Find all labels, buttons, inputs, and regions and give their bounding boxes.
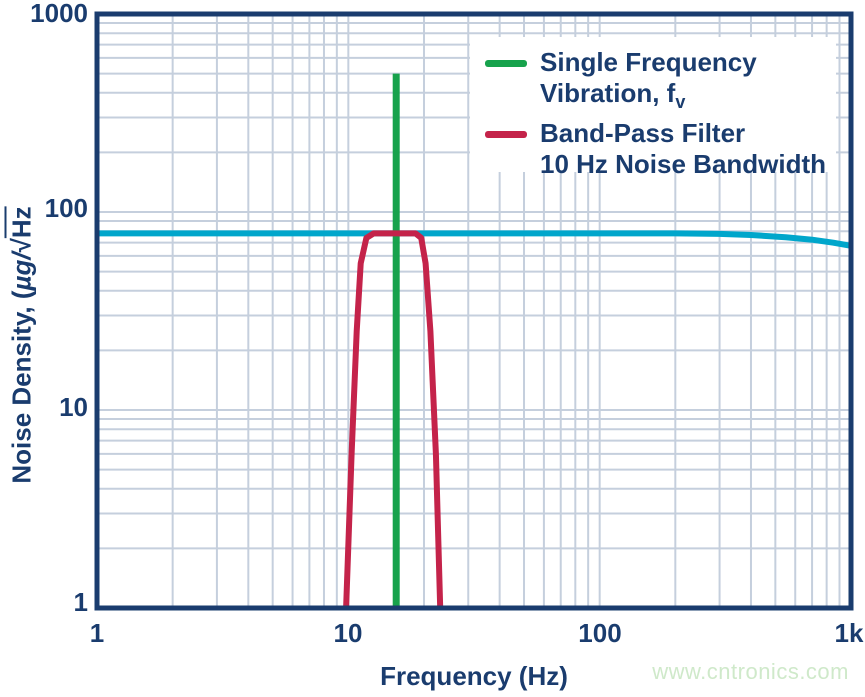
y-tick-10: 10 [59, 392, 88, 422]
green-line-swatch [485, 60, 527, 67]
legend-line: 10 Hz Noise Bandwidth [540, 149, 827, 180]
legend-item-band-pass: Band-Pass Filter 10 Hz Noise Bandwidth [485, 118, 836, 189]
y-axis-unit: µg/ [6, 252, 37, 291]
x-tick-1k: 1k [834, 618, 864, 648]
y-tick-1000: 1000 [30, 0, 88, 28]
plot-border [94, 11, 854, 611]
legend-item-single-frequency: Single Frequency Vibration, fv [485, 47, 836, 118]
y-tick-100: 100 [44, 193, 88, 223]
legend: Single Frequency Vibration, fv Band-Pass… [470, 37, 836, 179]
legend-line: Single Frequency [540, 47, 757, 77]
legend-label-single-frequency: Single Frequency Vibration, fv [540, 47, 757, 118]
x-tick-1: 1 [89, 618, 105, 648]
x-tick-10: 10 [333, 618, 363, 648]
band-pass-filter-curve [343, 230, 444, 609]
noise-density-floor-curve [97, 230, 852, 249]
red-line-swatch [485, 131, 527, 139]
sqrt-radical-sign: √ [6, 238, 37, 253]
legend-line: Band-Pass Filter [540, 118, 746, 149]
y-axis-title-text: Noise Density, ( [6, 290, 37, 484]
legend-line: Vibration, fv [540, 78, 686, 113]
x-axis-title: Frequency (Hz) [380, 661, 568, 691]
legend-label-band-pass: Band-Pass Filter 10 Hz Noise Bandwidth [540, 118, 826, 189]
x-tick-100: 100 [578, 618, 622, 648]
watermark: www.cntronics.com [652, 659, 849, 684]
y-axis-title: Noise Density, (µg/√Hz [7, 206, 38, 483]
sqrt-radicand: Hz [6, 206, 37, 239]
y-tick-1: 1 [73, 587, 88, 617]
